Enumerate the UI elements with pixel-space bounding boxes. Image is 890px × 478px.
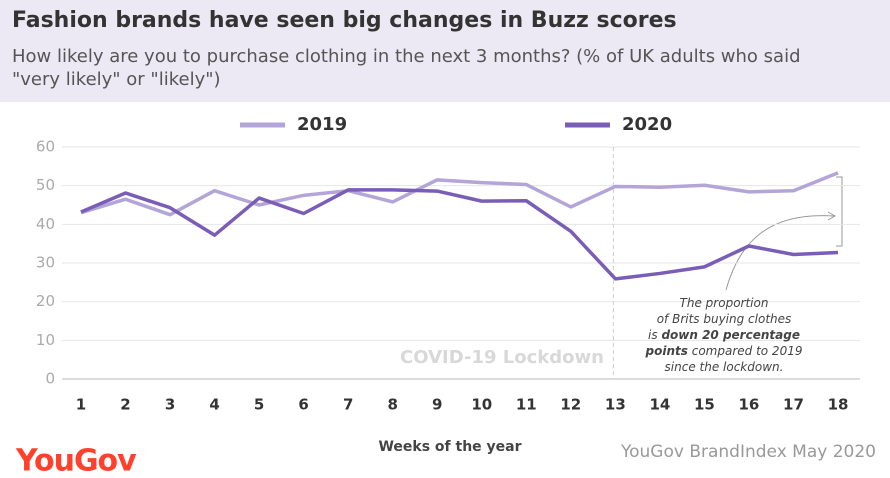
x-tick-label: 18 — [828, 396, 849, 414]
legend-label: 2020 — [622, 114, 672, 135]
lockdown-label: COVID-19 Lockdown — [400, 347, 604, 368]
annotation-arrow — [725, 215, 835, 291]
x-tick-label: 7 — [343, 396, 353, 414]
x-tick-label: 12 — [560, 396, 581, 414]
annotation-part: compared to 2019 — [688, 344, 803, 358]
y-tick-label: 40 — [36, 215, 55, 233]
x-tick-label: 11 — [516, 396, 537, 414]
y-tick-label: 10 — [36, 331, 55, 349]
x-axis-title: Weeks of the year — [378, 439, 521, 455]
annotation-part: of Brits buying clothes — [657, 312, 792, 326]
logo: YouGov — [15, 444, 137, 478]
header-band — [0, 0, 890, 102]
x-tick-label: 5 — [254, 396, 264, 414]
annotation-part: down 20 percentage — [661, 328, 800, 342]
x-tick-label: 17 — [783, 396, 804, 414]
x-tick-label: 10 — [471, 396, 492, 414]
annotation: since the lockdown. — [665, 360, 784, 374]
x-tick-label: 1 — [76, 396, 86, 414]
legend-label: 2019 — [297, 114, 347, 135]
y-tick-label: 50 — [36, 176, 55, 194]
x-tick-label: 3 — [165, 396, 175, 414]
x-tick-label: 16 — [739, 396, 760, 414]
annotation: is down 20 percentage — [648, 328, 800, 342]
chart-title: Fashion brands have seen big changes in … — [12, 8, 677, 33]
x-tick-label: 2 — [120, 396, 130, 414]
subtitle: "very likely" or "likely") — [12, 69, 221, 90]
series-line — [80, 171, 839, 217]
y-tick-label: 20 — [36, 292, 55, 310]
x-tick-label: 13 — [605, 396, 626, 414]
annotation-part: since the lockdown. — [665, 360, 784, 374]
annotation-part: is — [648, 328, 661, 342]
x-tick-label: 6 — [298, 396, 308, 414]
x-tick-label: 15 — [694, 396, 715, 414]
source: YouGov BrandIndex May 2020 — [620, 442, 876, 462]
gap-bracket — [836, 176, 843, 247]
x-tick-label: 14 — [649, 396, 670, 414]
x-tick-label: 8 — [387, 396, 397, 414]
annotation: The proportion — [680, 296, 769, 310]
x-tick-label: 9 — [432, 396, 442, 414]
arrow-head — [827, 211, 837, 221]
annotation: of Brits buying clothes — [657, 312, 792, 326]
y-tick-label: 30 — [36, 254, 55, 272]
series-line — [80, 188, 839, 281]
subtitle: How likely are you to purchase clothing … — [12, 46, 801, 67]
y-tick-label: 0 — [45, 370, 55, 388]
y-tick-label: 60 — [36, 138, 55, 156]
annotation-part: points — [645, 344, 688, 358]
x-tick-label: 4 — [209, 396, 219, 414]
annotation: points compared to 2019 — [645, 344, 803, 358]
annotation-part: The proportion — [680, 296, 769, 310]
